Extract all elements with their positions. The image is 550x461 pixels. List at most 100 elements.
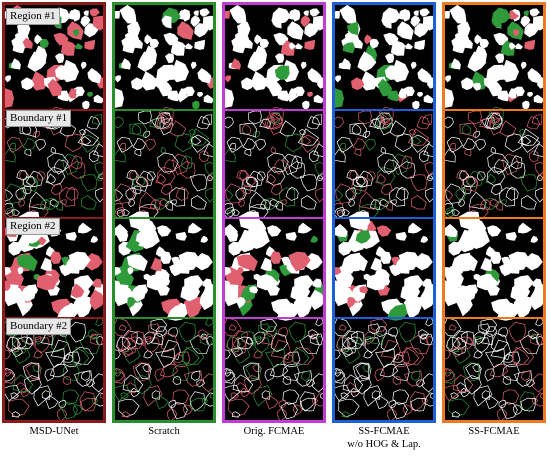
particle-shape (197, 68, 212, 84)
particle-shape (467, 51, 487, 72)
particle-shape (182, 346, 200, 367)
particle-shape (260, 199, 271, 211)
particle-shape (363, 385, 383, 407)
particle-shape (143, 385, 163, 407)
particle-shape (488, 106, 504, 126)
particle-shape (445, 384, 460, 402)
particle-shape (80, 15, 91, 27)
particle-shape (392, 363, 410, 381)
particle-shape (94, 161, 103, 176)
particle-shape (390, 402, 408, 420)
particle-shape (252, 130, 261, 139)
particle-shape (487, 78, 502, 97)
particle-shape (490, 112, 502, 125)
particle-shape (445, 75, 452, 83)
particle-shape (461, 77, 475, 91)
particle-shape (463, 375, 482, 395)
particle-shape (17, 21, 29, 36)
particle-shape (158, 106, 174, 126)
particle-shape (190, 61, 197, 70)
particle-shape (266, 166, 286, 186)
particle-shape (239, 123, 257, 138)
particle-shape (366, 171, 376, 181)
particle-shape (195, 253, 213, 271)
particle-shape (335, 349, 341, 360)
particle-shape (315, 317, 323, 327)
particle-shape (92, 278, 102, 288)
particle-shape (189, 129, 196, 136)
particle-shape (479, 38, 489, 49)
particle-shape (306, 379, 316, 388)
particle-shape (450, 392, 460, 399)
particle-shape (201, 397, 209, 405)
particle-shape (361, 224, 368, 231)
particle-shape (260, 257, 272, 272)
particle-shape (182, 404, 193, 416)
particle-shape (203, 143, 213, 157)
particle-shape (89, 289, 103, 311)
particle-shape (307, 68, 322, 84)
particle-shape (355, 170, 374, 188)
particle-shape (85, 253, 103, 271)
particle-shape (311, 114, 323, 125)
particle-shape (355, 363, 371, 379)
particle-shape (254, 34, 263, 45)
particle-shape (200, 235, 209, 243)
particle-shape (366, 274, 388, 291)
particle-shape (157, 152, 179, 173)
particle-shape (335, 267, 342, 276)
particle-shape (278, 327, 289, 337)
particle-shape (403, 294, 422, 320)
particle-shape (347, 21, 359, 36)
particle-shape (335, 317, 352, 337)
particle-shape (288, 321, 306, 343)
particle-shape (165, 200, 174, 211)
particle-shape (345, 297, 356, 309)
particle-shape (416, 116, 431, 130)
particle-shape (520, 15, 531, 27)
particle-shape (149, 118, 161, 129)
particle-shape (377, 152, 399, 173)
particle-shape (419, 150, 429, 163)
particle-shape (86, 379, 96, 388)
particle-shape (36, 274, 58, 291)
particle-shape (402, 346, 420, 367)
caption-line-2: w/o HOG & Lap. (347, 439, 421, 450)
particle-shape (422, 278, 432, 288)
particle-shape (68, 9, 80, 20)
particle-shape (385, 53, 395, 64)
particle-shape (474, 337, 490, 354)
particle-shape (53, 32, 69, 46)
particle-shape (345, 187, 357, 200)
particle-shape (339, 5, 357, 24)
particle-shape (79, 335, 100, 355)
particle-shape (256, 274, 278, 291)
particle-shape (230, 58, 241, 70)
particle-shape (68, 321, 86, 343)
particle-shape (80, 61, 87, 70)
particle-shape (12, 208, 20, 216)
particle-shape (44, 368, 55, 382)
particle-shape (388, 399, 397, 408)
particle-shape (175, 186, 189, 201)
particle-shape (189, 335, 210, 355)
particle-shape (282, 363, 300, 381)
particle-shape (199, 289, 213, 311)
particle-shape (57, 408, 68, 420)
caption-msd-unet: MSD-UNet (2, 425, 106, 438)
particle-shape (409, 391, 426, 412)
particle-shape (317, 174, 323, 181)
particle-shape (28, 191, 47, 210)
particle-shape (241, 36, 245, 42)
particle-shape (21, 36, 25, 42)
particle-shape (275, 200, 284, 211)
particle-shape (402, 404, 413, 416)
particle-shape (156, 166, 176, 186)
particle-shape (93, 94, 103, 104)
particle-shape (225, 367, 236, 382)
particle-shape (395, 231, 407, 241)
particle-shape (25, 363, 41, 379)
particle-shape (292, 404, 303, 416)
particle-shape (133, 375, 152, 395)
particle-shape (299, 335, 320, 355)
